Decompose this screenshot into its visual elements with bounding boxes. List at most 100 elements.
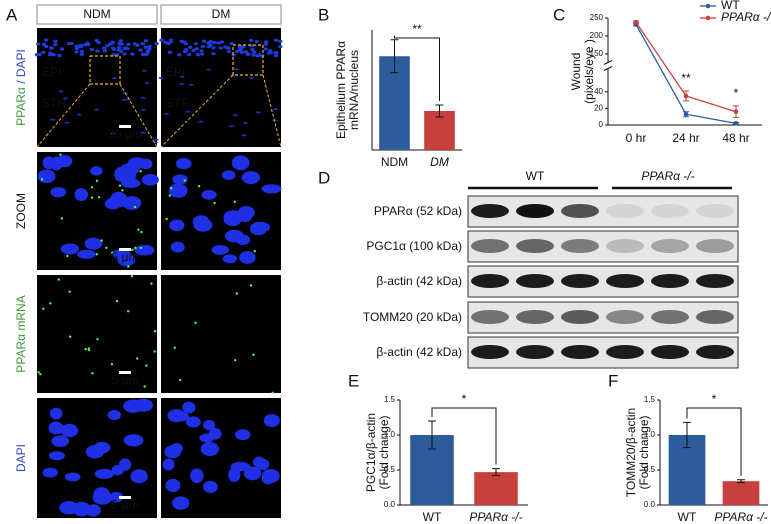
nucleus — [50, 156, 63, 171]
y-tick-label: 0.5 — [384, 465, 396, 474]
y-axis-label: Epithelium PPARα — [334, 41, 348, 139]
nucleus — [130, 469, 148, 484]
nucleus — [76, 113, 82, 116]
nucleus — [202, 480, 218, 494]
micrograph-image — [161, 275, 281, 394]
mrna-dot — [136, 357, 139, 360]
y-tick-label: 150 — [590, 49, 604, 58]
mrna-dot — [137, 228, 140, 231]
nucleus — [233, 68, 239, 71]
nucleus — [118, 458, 132, 471]
nucleus — [94, 108, 100, 111]
mrna-dot — [121, 189, 124, 192]
mrna-dot — [87, 347, 91, 350]
row-label-part: ZOOM — [14, 193, 28, 229]
y-tick-label: 0.0 — [644, 500, 656, 509]
nucleus — [273, 54, 279, 58]
blot-band — [471, 204, 509, 218]
scale-label: 20 µm — [108, 127, 142, 141]
mrna-dot — [131, 248, 134, 252]
nucleus — [159, 38, 164, 42]
zoom-line — [119, 83, 158, 148]
nucleus — [50, 187, 67, 198]
row-label: ZOOM — [14, 193, 28, 229]
nucleus — [263, 414, 280, 427]
y-axis-label: PGC1α/β-actin — [364, 413, 378, 492]
micrograph-image: EPI STR — [158, 28, 283, 147]
panel-letter: B — [318, 5, 329, 24]
nucleus — [166, 42, 171, 46]
significance: * — [462, 392, 467, 406]
nucleus — [263, 42, 269, 46]
blot-row-label: PPARα (52 kDa) — [374, 204, 462, 218]
x-tick-label: DM — [430, 155, 449, 169]
y-tick-label: 0 — [599, 120, 604, 129]
nucleus — [126, 42, 131, 47]
nucleus — [211, 52, 216, 56]
nucleus — [58, 90, 64, 93]
blot-band — [606, 310, 644, 324]
nucleus — [224, 229, 244, 243]
nucleus — [78, 45, 83, 49]
x-tick-label: 48 hr — [722, 131, 749, 145]
nucleus — [190, 468, 204, 484]
nucleus — [37, 52, 42, 57]
nucleus — [261, 184, 282, 194]
nucleus — [42, 467, 58, 478]
blot-band — [516, 239, 554, 253]
blot-band — [651, 274, 689, 288]
nucleus — [53, 39, 58, 43]
nucleus — [179, 82, 185, 85]
blot-band — [696, 204, 734, 218]
zoom-box — [89, 55, 121, 85]
annotation: * — [734, 86, 739, 100]
mrna-dot — [165, 217, 168, 221]
error-bar — [683, 421, 691, 449]
blot-band — [471, 274, 509, 288]
x-tick-label: PPARα -/- — [469, 510, 522, 524]
nucleus — [206, 41, 211, 45]
nucleus — [198, 120, 204, 123]
nucleus — [185, 110, 191, 113]
x-tick-label: PPARα -/- — [714, 510, 767, 524]
mrna-dot — [68, 290, 71, 293]
y-axis-label: (Fold change) — [377, 415, 391, 489]
nucleus — [66, 41, 72, 46]
panel-letter: A — [6, 5, 18, 24]
nucleus — [140, 96, 146, 99]
nucleus — [64, 472, 81, 482]
nucleus — [228, 467, 241, 483]
nucleus — [123, 434, 144, 447]
significance-bracket — [686, 407, 742, 476]
nucleus — [273, 108, 279, 111]
y-tick-label: 0.5 — [644, 465, 656, 474]
annotation: ** — [681, 71, 691, 85]
nucleus — [261, 468, 280, 483]
blot-band — [651, 204, 689, 218]
nucleus — [175, 158, 192, 170]
nucleus — [89, 47, 95, 52]
micrograph-image: EPI STR 20 µm — [34, 28, 159, 147]
zoom-line — [36, 83, 91, 148]
nucleus — [141, 69, 147, 72]
nucleus — [138, 48, 143, 52]
nucleus — [168, 183, 188, 198]
nucleus — [231, 53, 236, 57]
nucleus — [241, 134, 247, 137]
nucleus — [255, 111, 261, 114]
image-bg — [161, 275, 281, 393]
legend-label: PPARα -/- — [721, 10, 771, 24]
nucleus — [143, 39, 149, 43]
point — [733, 109, 739, 115]
significance-bracket — [431, 407, 497, 465]
nucleus — [94, 38, 99, 43]
y-axis-label: mRNA/nucleus — [347, 50, 361, 130]
nucleus — [153, 138, 159, 141]
nucleus — [59, 501, 79, 515]
nucleus — [250, 48, 255, 52]
nucleus — [158, 76, 164, 79]
nucleus — [117, 253, 136, 267]
mrna-dot — [134, 246, 137, 250]
nucleus — [118, 49, 124, 54]
nucleus — [243, 466, 262, 481]
